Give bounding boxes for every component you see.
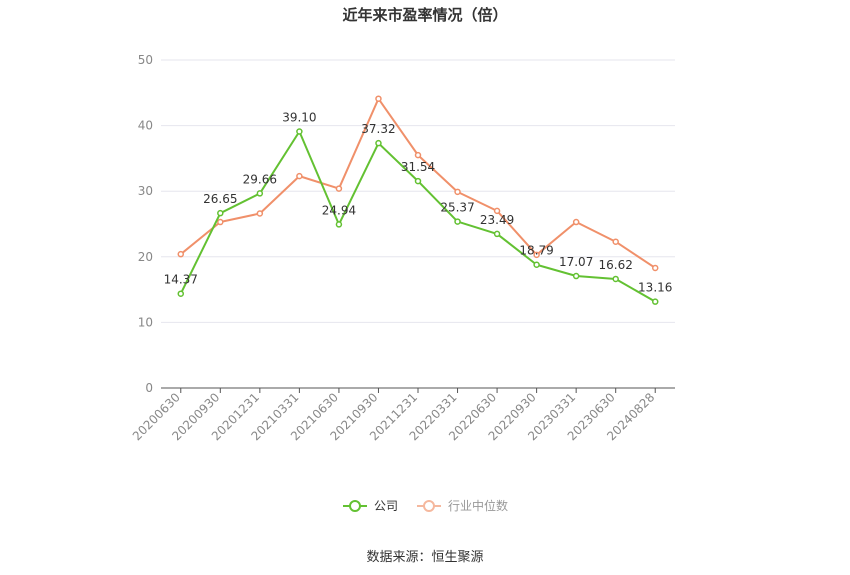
company-point (256, 190, 264, 197)
data-label: 31.54 (401, 160, 435, 174)
data-label: 37.32 (361, 122, 395, 136)
legend-item-industry-median[interactable]: 行业中位数 (416, 497, 508, 514)
data-label: 39.10 (282, 111, 316, 125)
legend-company-label: 公司 (373, 499, 398, 513)
industry-median-point (414, 151, 422, 159)
data-labels: 14.37 26.65 29.66 39.10 24.94 37.32 31.54 25.37… (164, 111, 673, 295)
company-point (414, 177, 422, 185)
industry-median-point (217, 218, 224, 226)
company-point (335, 221, 343, 228)
y-tick-label: 50 (138, 53, 153, 67)
company-point (612, 275, 619, 283)
data-label: 13.16 (638, 281, 672, 295)
legend-industry-marker (417, 499, 441, 512)
company-point (651, 298, 659, 305)
data-label: 29.66 (243, 172, 277, 186)
data-label: 24.94 (322, 203, 356, 217)
y-tick-label: 10 (138, 315, 153, 329)
legend: 公司 行业中位数 (0, 497, 850, 514)
data-label: 25.37 (440, 201, 474, 215)
data-label: 17.07 (559, 255, 593, 269)
company-point (572, 272, 580, 280)
industry-median-point (177, 250, 185, 258)
legend-industry-label: 行业中位数 (448, 499, 509, 513)
data-label: 16.62 (599, 258, 633, 272)
company-point (454, 218, 461, 225)
grid-lines (161, 59, 675, 323)
industry-median-point (335, 185, 343, 192)
industry-median-point (572, 218, 580, 226)
data-label: 18.79 (519, 244, 553, 258)
data-label: 14.37 (164, 273, 198, 287)
series-layer (177, 95, 659, 305)
industry-median-point (454, 188, 461, 196)
y-axis: 0 10 20 30 40 50 (138, 53, 153, 395)
industry-median-point (493, 207, 501, 215)
company-point (296, 128, 303, 135)
company-point (533, 261, 540, 268)
industry-median-point (256, 210, 264, 217)
legend-company-marker (342, 499, 367, 512)
y-tick-label: 30 (138, 184, 153, 198)
company-point (217, 209, 224, 217)
y-tick-label: 40 (138, 119, 153, 133)
industry-median-point (612, 238, 619, 245)
y-tick-label: 0 (145, 381, 153, 395)
company-point (493, 230, 501, 238)
industry-median-point (651, 264, 659, 272)
y-tick-label: 20 (138, 250, 153, 264)
line-chart: 0 10 20 30 40 50 2020063020200930202012312021… (130, 53, 675, 443)
industry-median-point (533, 251, 540, 259)
legend-item-company[interactable]: 公司 (342, 497, 398, 514)
chart-title: 近年来市盈率情况（倍） (342, 6, 508, 24)
data-label: 23.49 (480, 213, 514, 227)
data-label: 26.65 (203, 192, 237, 206)
industry-median-point (375, 95, 382, 102)
source-note: 数据来源：恒生聚源 (366, 550, 484, 565)
company-point (375, 139, 382, 147)
industry-median-point (296, 172, 303, 180)
x-axis: 2020063020200930202012312021033120210630… (130, 387, 675, 443)
company-point (177, 290, 185, 297)
